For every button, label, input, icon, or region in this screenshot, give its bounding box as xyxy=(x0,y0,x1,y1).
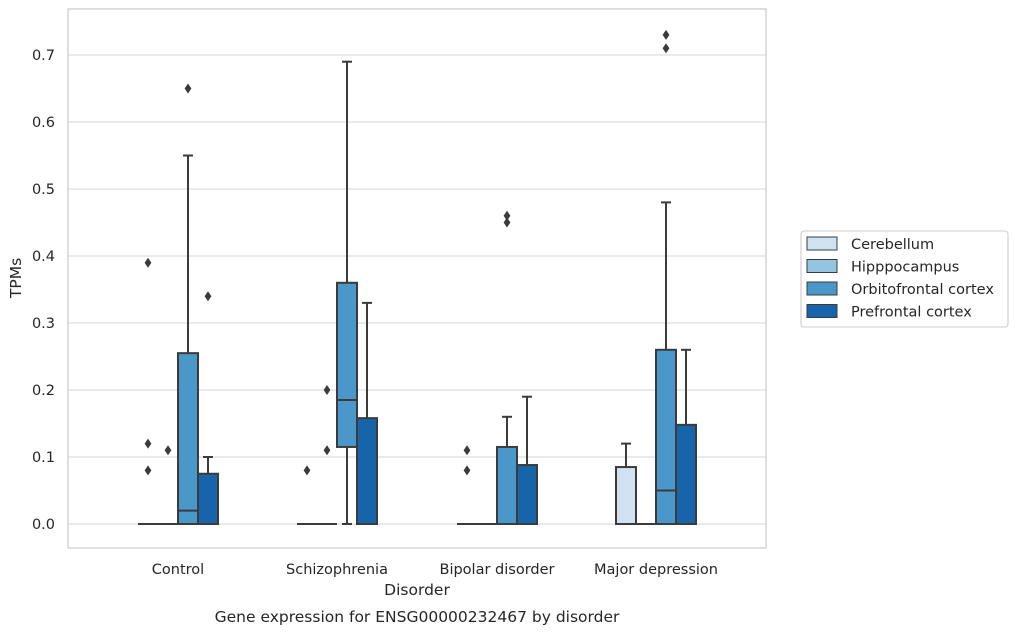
x-tick-label: Control xyxy=(152,562,204,578)
outlier-point xyxy=(503,210,511,221)
legend-entry: Cerebellum xyxy=(851,237,934,253)
outlier-point xyxy=(323,385,331,395)
box-body xyxy=(655,348,677,525)
outlier-point xyxy=(463,465,471,476)
outlier-point xyxy=(662,43,670,54)
outlier-point xyxy=(323,445,331,456)
box xyxy=(158,445,178,525)
series-cerebellum xyxy=(138,257,637,525)
y-axis-label: TPMs xyxy=(7,258,25,299)
outlier-point xyxy=(164,445,172,456)
y-tick-label: 0.5 xyxy=(32,182,55,198)
legend-entry: Prefrontal cortex xyxy=(851,305,972,321)
x-tick-label: Schizophrenia xyxy=(286,562,388,578)
y-tick-label: 0.1 xyxy=(32,450,55,466)
outlier-point xyxy=(144,465,152,476)
y-tick-label: 0.2 xyxy=(32,383,55,399)
box xyxy=(336,60,358,525)
outlier-point xyxy=(662,29,670,40)
box-body xyxy=(177,352,199,525)
y-tick-label: 0.3 xyxy=(32,316,55,332)
outlier-point xyxy=(463,445,471,456)
legend-swatch xyxy=(806,236,838,251)
box xyxy=(177,83,199,525)
legend-swatch xyxy=(806,259,838,273)
box xyxy=(317,385,337,525)
legend-box xyxy=(800,230,1009,328)
box-body xyxy=(336,281,358,448)
box-body xyxy=(516,464,538,526)
x-tick-label: Major depression xyxy=(594,562,718,578)
series-hipppocampus xyxy=(158,385,656,525)
y-tick-label: 0.0 xyxy=(32,517,55,533)
x-axis-ticks: Control Schizophrenia Bipolar disorder Majo… xyxy=(152,562,718,578)
box-body xyxy=(356,417,378,526)
outlier-point xyxy=(303,465,311,476)
legend-entry: Hipppocampus xyxy=(851,260,959,276)
box xyxy=(197,291,219,525)
y-tick-label: 0.7 xyxy=(32,48,55,64)
legend: Cerebellum Hipppocampus Orbitofrontal cort… xyxy=(800,230,1009,328)
box-body xyxy=(197,472,219,525)
outlier-point xyxy=(503,217,511,228)
box-series xyxy=(138,29,697,526)
legend-swatch xyxy=(806,304,838,318)
box xyxy=(615,442,637,525)
plot-frame xyxy=(67,8,767,549)
x-tick-label: Bipolar disorder xyxy=(440,562,555,578)
y-tick-label: 0.6 xyxy=(32,115,55,131)
box xyxy=(138,257,158,525)
outlier-point xyxy=(144,257,152,268)
legend-entry: Orbitofrontal cortex xyxy=(851,282,994,298)
box-body xyxy=(615,466,637,525)
series-orbitofrontal-cortex xyxy=(177,29,677,526)
box xyxy=(675,348,697,525)
legend-swatch xyxy=(806,281,838,296)
chart-caption: Gene expression for ENSG00000232467 by d… xyxy=(215,608,620,626)
box xyxy=(457,445,477,525)
outlier-point xyxy=(204,291,212,302)
outlier-point xyxy=(184,83,192,94)
y-axis-ticks: 0.0 0.1 0.2 0.3 0.4 0.5 0.6 0.7 xyxy=(32,48,55,533)
box xyxy=(356,301,378,526)
box xyxy=(297,465,317,525)
box xyxy=(516,395,538,526)
series-prefrontal-cortex xyxy=(197,291,697,526)
x-axis-label: Disorder xyxy=(384,581,450,599)
box-body xyxy=(496,445,518,526)
outlier-point xyxy=(144,438,152,449)
box xyxy=(496,210,518,526)
y-tick-label: 0.4 xyxy=(32,249,55,265)
box-body xyxy=(675,423,697,525)
box xyxy=(655,29,677,525)
